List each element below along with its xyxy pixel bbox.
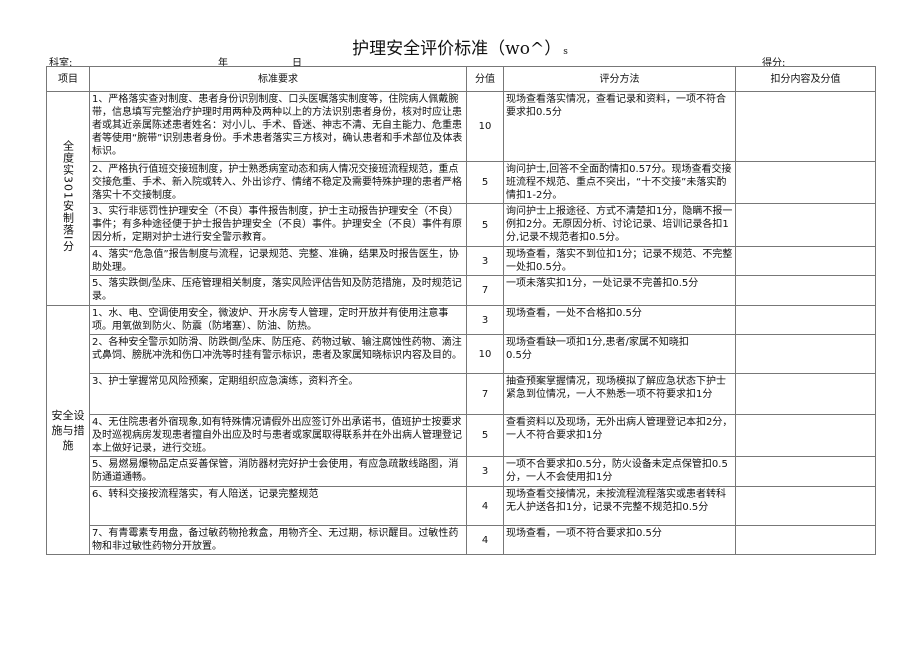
method-cell: 现场查看交接情况，未按流程流程落实或患者转科无人护送各扣1分，记录不完整不规范扣… — [503, 486, 736, 526]
table-row: 安全设施与措施 1、水、电、空调使用安全，微波炉、开水房专人管理，定时开放并有使用… — [46, 305, 876, 555]
table-header: 项目 标准要求 分值 评分方法 扣分内容及分值 — [46, 66, 876, 92]
score-cell: 4 — [466, 525, 504, 555]
standard-cell: 1、水、电、空调使用安全，微波炉、开水房专人管理，定时开放并有使用注意事项。用氧… — [89, 305, 467, 335]
day-label: 日 — [292, 58, 302, 69]
table-row: 7、有青霉素专用盘，备过敏药物抢救盒，用物齐全、无过期，标识醒目。过敏性药物和非… — [47, 525, 876, 555]
standard-cell: 4、无住院患者外宿现象,如有特殊情况请假外出应签订外出承诺书，值班护士按要求及时… — [89, 414, 467, 457]
method-cell: 现场查看，一项不符合要求扣0.5分 — [503, 525, 736, 555]
method-cell: 询问护士上报途径、方式不清楚扣1分，隐瞒不报一例扣2分。无原因分析、讨论记录、培… — [503, 203, 736, 247]
standard-cell: 4、落实“危急值”报告制度与流程，记录规范、完整、准确，结果及时报告医生，协助处… — [89, 246, 467, 276]
deduction-cell[interactable] — [735, 334, 876, 374]
page-title: 护理安全评价标准（wo^） s — [0, 34, 920, 59]
method-cell: 现场查看缺一项扣1分,患者/家属不知晓扣 0.5分 — [503, 334, 736, 374]
standard-cell: 1、严格落实查对制度、患者身份识别制度、口头医嘱落实制度等，住院病人佩戴腕带，信… — [89, 91, 467, 162]
deduction-cell[interactable] — [735, 456, 876, 487]
year-label: 年 — [218, 58, 228, 69]
title-text: 护理安全评价标准（wo^） — [352, 39, 562, 59]
item-label: 安全设施与措施 — [51, 408, 85, 452]
table-row: 全度实301安制落I分 1、严格落实查对制度、患者身份识别制度、口头医嘱落实制度等… — [46, 91, 876, 306]
score-cell: 7 — [466, 373, 504, 415]
item-cell: 全度实301安制落I分 — [46, 91, 90, 306]
score-cell: 5 — [466, 161, 504, 204]
standard-cell: 3、实行非惩罚性护理安全（不良）事件报告制度，护士主动报告护理安全（不良）事件；… — [89, 203, 467, 247]
method-cell: 查看资料以及现场，无外出病人管理登记本扣2分，一人不符合要求扣1分 — [503, 414, 736, 457]
header-score: 分值 — [466, 66, 504, 92]
deduction-cell[interactable] — [735, 486, 876, 526]
deduction-cell[interactable] — [735, 161, 876, 204]
score-cell: 3 — [466, 246, 504, 276]
method-cell: 现场查看，一处不合格扣0.5分 — [503, 305, 736, 335]
deduction-cell[interactable] — [735, 305, 876, 335]
method-cell: 现场查看落实情况，查看记录和资料，一项不符合要求扣0.5分 — [503, 91, 736, 162]
score-cell: 10 — [466, 91, 504, 162]
score-cell: 5 — [466, 203, 504, 247]
deduction-cell[interactable] — [735, 275, 876, 306]
item-cell: 安全设施与措施 — [46, 305, 90, 555]
table-row: 2、各种安全警示如防滑、防跌倒/坠床、防压疮、药物过敏、输注腐蚀性药物、滴注式鼻… — [47, 334, 876, 374]
standard-cell: 6、转科交接按流程落实，有人陪送，记录完整规范 — [89, 486, 467, 526]
method-cell: 一项不合要求扣0.5分，防火设备未定点保管扣0.5分，一人不会使用扣1分 — [503, 456, 736, 487]
score-cell: 7 — [466, 275, 504, 306]
method-cell: 询问护士,回答不全面酌情扣0.57分。现场查看交接班流程不规范、重点不突出，“十… — [503, 161, 736, 204]
table-row: 3、护士掌握常见风险预案，定期组织应急演练，资料齐全。 7 抽查预案掌握情况，现场模… — [47, 373, 876, 415]
item-label: 全度实301安制落I分 — [61, 140, 75, 253]
table-row: 6、转科交接按流程落实，有人陪送，记录完整规范 4 现场查看交接情况，未按流程流程落… — [47, 486, 876, 526]
score-cell: 10 — [466, 334, 504, 374]
score-cell: 5 — [466, 414, 504, 457]
header-deduction: 扣分内容及分值 — [735, 66, 876, 92]
standard-cell: 3、护士掌握常见风险预案，定期组织应急演练，资料齐全。 — [89, 373, 467, 415]
table-row: 4、落实“危急值”报告制度与流程，记录规范、完整、准确，结果及时报告医生，协助处… — [47, 246, 876, 276]
method-cell: 一项未落实扣1分，一处记录不完善扣0.5分 — [503, 275, 736, 306]
header-item: 项目 — [46, 66, 90, 92]
department-label: 科室: — [49, 58, 73, 69]
deduction-cell[interactable] — [735, 91, 876, 162]
standard-cell: 5、落实跌倒/坠床、压疮管理相关制度，落实风险评估告知及防范措施，及时规范记录。 — [89, 275, 467, 306]
score-label: 得分: — [762, 58, 786, 69]
deduction-cell[interactable] — [735, 246, 876, 276]
standard-cell: 2、各种安全警示如防滑、防跌倒/坠床、防压疮、药物过敏、输注腐蚀性药物、滴注式鼻… — [89, 334, 467, 374]
table-row: 5、易燃易爆物品定点妥善保管，消防器材完好护士会使用，有应急疏散线路图，消防通道… — [47, 456, 876, 487]
deduction-cell[interactable] — [735, 373, 876, 415]
header-standard: 标准要求 — [89, 66, 467, 92]
method-cell: 抽查预案掌握情况，现场模拟了解应急状态下护士紧急到位情况，一人不熟悉一项不符要求… — [503, 373, 736, 415]
score-cell: 3 — [466, 305, 504, 335]
table-row: 2、严格执行值班交接班制度，护士熟悉病室动态和病人情况交接班流程规范，重点交接危… — [47, 161, 876, 204]
method-cell: 现场查看，落实不到位扣1分；记录不规范、不完整一处扣0.5分。 — [503, 246, 736, 276]
header-method: 评分方法 — [503, 66, 736, 92]
score-cell: 3 — [466, 456, 504, 487]
deduction-cell[interactable] — [735, 414, 876, 457]
deduction-cell[interactable] — [735, 203, 876, 247]
title-suffix: s — [563, 47, 568, 57]
deduction-cell[interactable] — [735, 525, 876, 555]
standard-cell: 2、严格执行值班交接班制度，护士熟悉病室动态和病人情况交接班流程规范，重点交接危… — [89, 161, 467, 204]
table-row: 3、实行非惩罚性护理安全（不良）事件报告制度，护士主动报告护理安全（不良）事件；… — [47, 203, 876, 247]
score-cell: 4 — [466, 486, 504, 526]
table-row: 4、无住院患者外宿现象,如有特殊情况请假外出应签订外出承诺书，值班护士按要求及时… — [47, 414, 876, 457]
evaluation-table: 项目 标准要求 分值 评分方法 扣分内容及分值 全度实301安制落I分 1、严格落… — [46, 66, 876, 555]
standard-cell: 7、有青霉素专用盘，备过敏药物抢救盒，用物齐全、无过期，标识醒目。过敏性药物和非… — [89, 525, 467, 555]
standard-cell: 5、易燃易爆物品定点妥善保管，消防器材完好护士会使用，有应急疏散线路图，消防通道… — [89, 456, 467, 487]
table-row: 5、落实跌倒/坠床、压疮管理相关制度，落实风险评估告知及防范措施，及时规范记录。… — [47, 275, 876, 306]
